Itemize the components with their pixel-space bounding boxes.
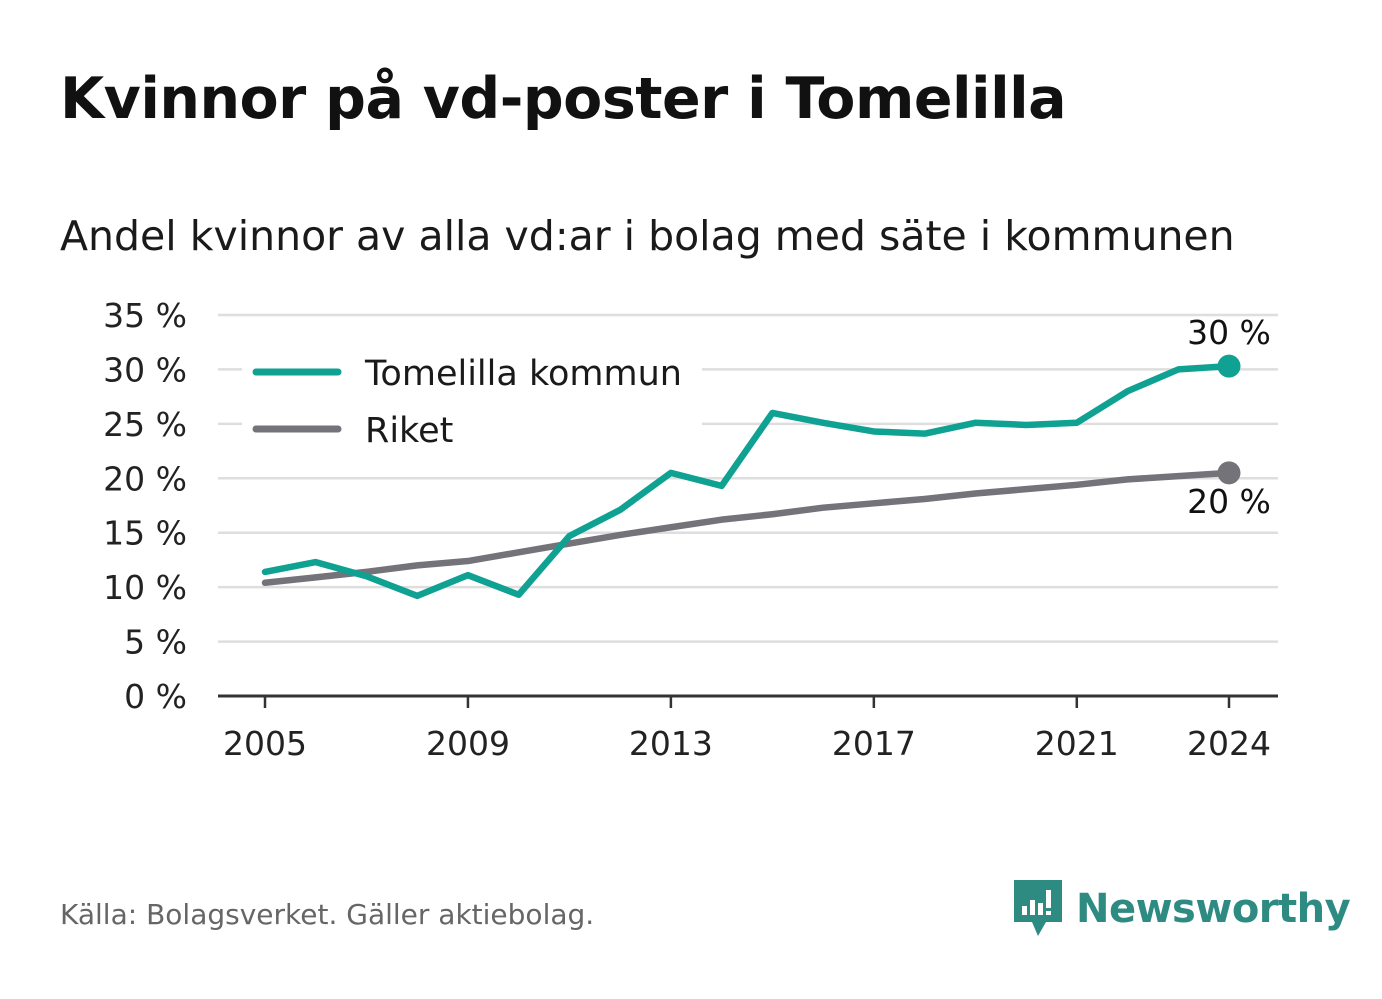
legend-label-riket: Riket [365,411,453,451]
legend: Tomelilla kommun Riket [242,345,702,457]
series-line-riket [261,469,1233,587]
series [261,354,1241,600]
y-tick-label-4: 20 % [103,459,187,498]
series-endpoint-tomelilla [1217,354,1241,378]
y-tick-label-5: 25 % [103,405,187,444]
legend-background [242,345,702,457]
x-tick-label-3: 2017 [832,724,916,763]
x-tick-label-5: 2024 [1187,724,1271,763]
series-line-tomelilla [261,362,1233,600]
chart-subtitle: Andel kvinnor av alla vd:ar i bolag med … [60,212,1235,260]
end-label-riket: 20 % [1187,482,1271,521]
end-label-tomelilla: 30 % [1187,313,1271,352]
brand-logo: Newsworthy [1010,878,1351,940]
x-axis: 2005 2009 2013 2017 2021 2024 [218,694,1278,763]
x-tick-label-2: 2013 [629,724,713,763]
newsworthy-logo-icon [1014,880,1062,936]
y-tick-label-6: 30 % [103,350,187,389]
y-tick-label-2: 10 % [103,568,187,607]
y-axis-ticks: 0 % 5 % 10 % 15 % 20 % 25 % 30 % 35 % [103,296,187,716]
x-tick-label-0: 2005 [223,724,307,763]
legend-label-tomelilla: Tomelilla kommun [364,354,682,394]
source-note: Källa: Bolagsverket. Gäller aktiebolag. [60,898,595,931]
chart-title: Kvinnor på vd-poster i Tomelilla [60,66,1067,132]
x-tick-label-4: 2021 [1035,724,1119,763]
series-endpoint-riket [1217,461,1241,485]
y-tick-label-7: 35 % [103,296,187,335]
brand-name: Newsworthy [1076,886,1351,932]
y-tick-label-1: 5 % [124,623,187,662]
end-labels: 20 % 30 % [1187,313,1271,521]
x-tick-label-1: 2009 [426,724,510,763]
y-tick-label-3: 15 % [103,514,187,553]
y-tick-label-0: 0 % [124,677,187,716]
line-chart: 0 %5 %10 %15 %20 %25 %30 %35 % 2005 2009 2… [103,296,1278,763]
